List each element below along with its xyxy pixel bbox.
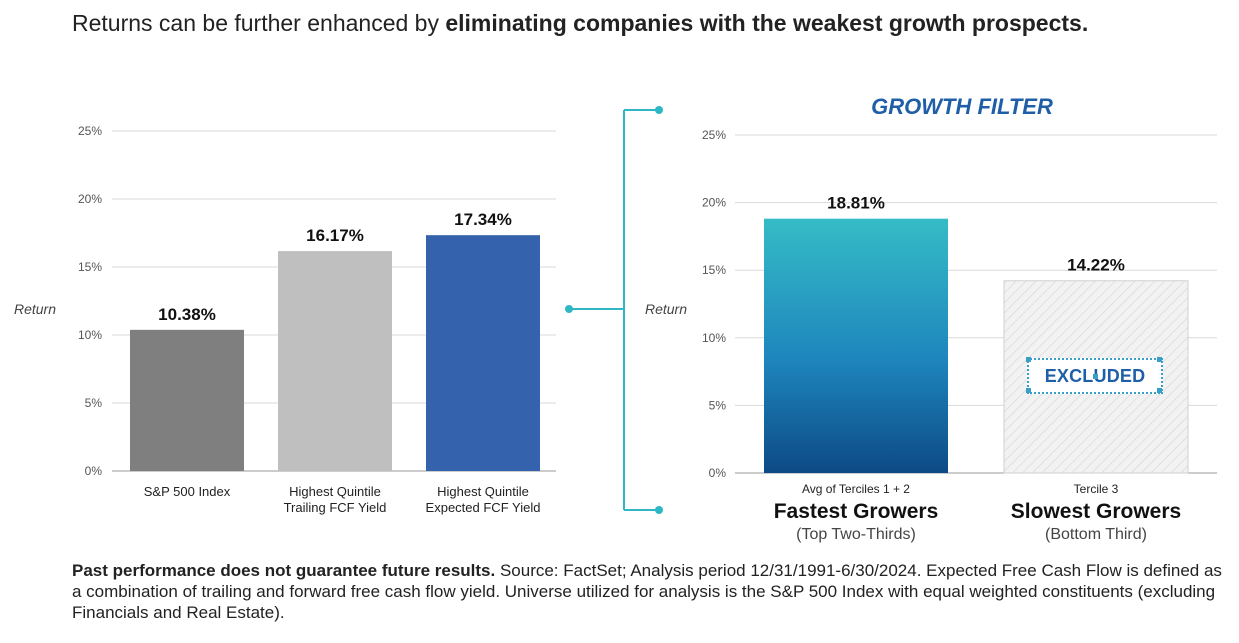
bracket-dot [565, 305, 573, 313]
footnote: Past performance does not guarantee futu… [72, 560, 1222, 623]
bracket-dot [655, 106, 663, 114]
bracket-line [569, 109, 659, 511]
bar [426, 235, 540, 471]
x-tick-sub-label: (Bottom Third) [1045, 526, 1147, 543]
x-tick-label: Expected FCF Yield [426, 500, 541, 515]
y-tick-label: 5% [85, 396, 103, 410]
y-tick-label: 20% [702, 196, 726, 210]
x-tick-small-label: Avg of Terciles 1 + 2 [802, 482, 910, 496]
data-label: 18.81% [827, 194, 885, 213]
x-tick-small-label: Tercile 3 [1074, 482, 1119, 496]
left-chart: 0% 5% 10% 15% 20% 25% Return 10.38% S&P 500 Inde… [14, 124, 556, 515]
y-tick-label: 5% [709, 398, 727, 412]
excluded-label: EXCLUDED [1044, 365, 1146, 386]
footnote-bold: Past performance does not guarantee futu… [72, 561, 496, 580]
x-tick-label: Slowest Growers [1011, 500, 1181, 523]
x-tick-label: Trailing FCF Yield [284, 500, 387, 515]
y-tick-label: 25% [702, 128, 726, 142]
y-tick-label: 0% [709, 466, 727, 480]
bar [130, 329, 244, 471]
bar [278, 251, 392, 471]
y-tick-label: 10% [702, 331, 726, 345]
x-tick-label: Highest Quintile [289, 484, 381, 499]
x-tick-sub-label: (Top Two-Thirds) [796, 526, 916, 543]
y-axis-label: Return [645, 301, 687, 317]
bracket-dot [655, 506, 663, 514]
bracket-connector [565, 106, 663, 514]
y-tick-label: 15% [78, 260, 102, 274]
data-label: 14.22% [1067, 256, 1125, 275]
data-label: 17.34% [454, 210, 512, 229]
x-tick-label: Fastest Growers [774, 500, 939, 523]
excluded-badge: EXCLUDED [1026, 357, 1163, 394]
headline-normal: Returns can be further enhanced by [72, 10, 446, 36]
data-label: 10.38% [158, 305, 216, 324]
y-tick-label: 25% [78, 124, 102, 138]
headline: Returns can be further enhanced by elimi… [72, 8, 1088, 38]
x-tick-label: Highest Quintile [437, 484, 529, 499]
right-chart: GROWTH FILTER 0% 5% 10% 15% 20% 25% Return 18.81… [645, 94, 1217, 543]
bar [764, 218, 948, 473]
y-tick-label: 0% [85, 464, 103, 478]
x-tick-label: S&P 500 Index [144, 484, 231, 499]
footnote-text: Source: FactSet; Analysis period 12/31/1… [72, 561, 1222, 622]
y-axis-label: Return [14, 301, 56, 317]
y-tick-label: 10% [78, 328, 102, 342]
headline-bold: eliminating companies with the weakest g… [445, 10, 1089, 36]
y-tick-label: 15% [702, 263, 726, 277]
data-label: 16.17% [306, 226, 364, 245]
chart-title: GROWTH FILTER [871, 94, 1053, 119]
y-tick-label: 20% [78, 192, 102, 206]
